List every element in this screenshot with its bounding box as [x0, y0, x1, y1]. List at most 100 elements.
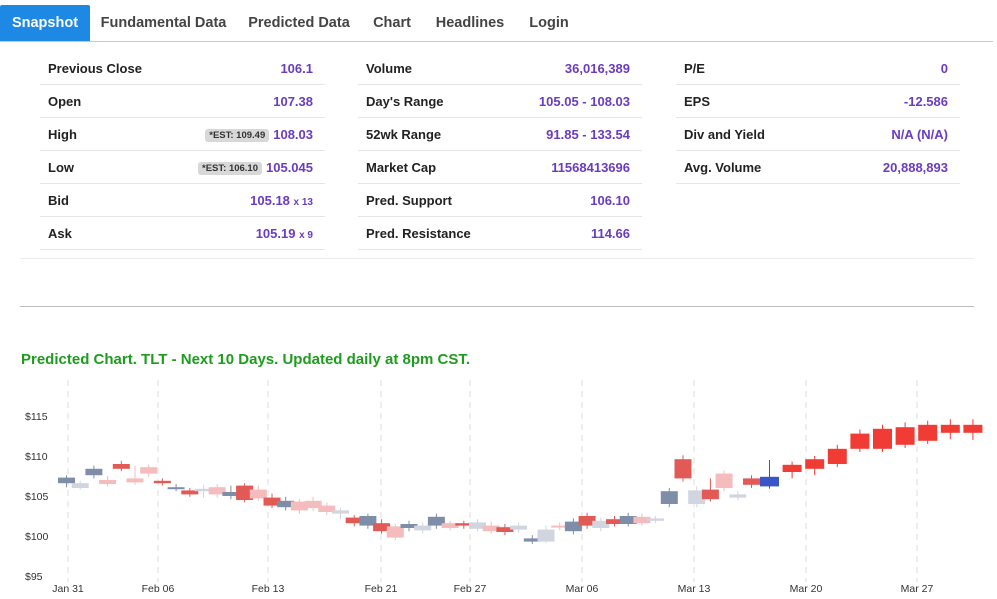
- bid-size: x 13: [293, 197, 313, 208]
- candle-body: [208, 487, 226, 495]
- high-value: 108.03: [273, 127, 313, 142]
- tab-snapshot[interactable]: Snapshot: [0, 5, 90, 41]
- days-range-value: 105.05 - 108.03: [538, 94, 630, 109]
- pe-label: P/E: [684, 61, 705, 76]
- tab-predicted-data[interactable]: Predicted Data: [248, 15, 350, 31]
- candle-body: [441, 523, 459, 528]
- candle-body: [126, 478, 144, 483]
- candle-body: [805, 459, 825, 469]
- candle-body: [743, 478, 760, 485]
- 52wk-range-label: 52wk Range: [366, 127, 442, 142]
- eps-value: -12.586: [903, 94, 948, 109]
- quote-row-days-range: Day's Range 105.05 - 108.03: [358, 85, 642, 118]
- quote-row-52wk-range: 52wk Range 91.85 - 133.54: [358, 118, 642, 151]
- candle-body: [263, 497, 281, 506]
- y-tick-label: $110: [25, 451, 48, 463]
- section-divider: [20, 306, 974, 307]
- tab-bar: Snapshot Fundamental Data Predicted Data…: [0, 0, 997, 42]
- x-tick-label: Feb 06: [142, 583, 175, 595]
- quote-row-low: Low *EST: 106.10 105.045: [40, 151, 325, 184]
- ask-size: x 9: [299, 230, 313, 241]
- candle-body: [400, 524, 418, 528]
- y-axis: $95 $100 $105 $110 $115: [25, 411, 49, 583]
- candles: [58, 419, 983, 544]
- candle-body: [701, 489, 719, 500]
- quote-row-previous-close: Previous Close 106.1: [40, 52, 325, 85]
- candle-body: [249, 489, 267, 499]
- candle-body: [181, 490, 199, 495]
- ask-value-wrap: 105.19 x 9: [256, 226, 313, 241]
- x-tick-label: Mar 20: [790, 583, 823, 595]
- tab-headlines[interactable]: Headlines: [435, 15, 505, 31]
- previous-close-label: Previous Close: [48, 61, 142, 76]
- low-value: 105.045: [266, 160, 313, 175]
- quote-row-volume: Volume 36,016,389: [358, 52, 642, 85]
- high-value-wrap: *EST: 109.49 108.03: [205, 127, 313, 143]
- days-range-label: Day's Range: [366, 94, 444, 109]
- div-yield-value: N/A (N/A): [891, 127, 948, 142]
- low-value-wrap: *EST: 106.10 105.045: [198, 160, 313, 176]
- x-axis: Jan 31 Feb 06 Feb 13 Feb 21 Feb 27 Mar 06 Mar …: [52, 583, 933, 595]
- quote-row-avg-volume: Avg. Volume 20,888,893: [676, 151, 960, 184]
- chart-title: Predicted Chart. TLT - Next 10 Days. Upd…: [21, 351, 470, 368]
- candle-body: [523, 538, 541, 542]
- candle-body: [827, 448, 847, 464]
- candle-body: [940, 424, 960, 433]
- candle-body: [195, 488, 212, 492]
- pred-support-value: 106.10: [590, 193, 630, 208]
- candle-body: [58, 477, 75, 484]
- candle-body: [167, 487, 185, 490]
- x-tick-label: Mar 06: [566, 583, 599, 595]
- candle-body: [140, 467, 158, 474]
- candle-body: [414, 525, 432, 531]
- 52wk-range-value: 91.85 - 133.54: [546, 127, 630, 142]
- y-tick-label: $115: [25, 411, 48, 423]
- candle-body: [153, 480, 171, 484]
- pred-resistance-value: 114.66: [590, 226, 630, 241]
- bid-value-wrap: 105.18 x 13: [250, 193, 313, 208]
- candle-body: [564, 521, 582, 532]
- candle-body: [290, 501, 308, 511]
- avg-volume-label: Avg. Volume: [684, 160, 762, 175]
- pred-support-label: Pred. Support: [366, 193, 452, 208]
- div-yield-label: Div and Yield: [684, 127, 765, 142]
- candle-body: [345, 517, 363, 524]
- candle-body: [963, 424, 983, 433]
- candle-body: [918, 424, 938, 441]
- candle-body: [469, 522, 486, 529]
- candle-body: [455, 523, 473, 526]
- quote-row-market-cap: Market Cap 11568413696: [358, 151, 642, 184]
- quote-row-pe: P/E 0: [676, 52, 960, 85]
- quote-row-div-yield: Div and Yield N/A (N/A): [676, 118, 960, 151]
- chart-grid: [67, 380, 918, 582]
- candle-body: [222, 492, 240, 496]
- candle-body: [578, 516, 596, 526]
- quote-row-open: Open 107.38: [40, 85, 325, 118]
- tab-chart[interactable]: Chart: [373, 15, 411, 31]
- open-label: Open: [48, 94, 82, 109]
- tab-fundamental-data[interactable]: Fundamental Data: [100, 15, 227, 31]
- candle-body: [633, 516, 651, 524]
- candle-body: [715, 473, 733, 488]
- x-tick-label: Feb 27: [454, 583, 487, 595]
- y-tick-label: $105: [25, 491, 49, 503]
- candle-body: [482, 525, 500, 532]
- candle-body: [99, 480, 117, 484]
- candle-body: [592, 520, 610, 528]
- tab-login[interactable]: Login: [529, 15, 569, 31]
- quote-row-eps: EPS -12.586: [676, 85, 960, 118]
- candle-body: [873, 428, 892, 449]
- candle-body: [647, 518, 665, 521]
- quote-row-pred-resistance: Pred. Resistance 114.66: [358, 217, 642, 250]
- candle-body: [850, 433, 870, 449]
- candle-body: [606, 519, 623, 524]
- quote-row-ask: Ask 105.19 x 9: [40, 217, 325, 250]
- bid-label: Bid: [48, 193, 69, 208]
- candle-body: [427, 516, 445, 526]
- candle-body: [688, 490, 706, 504]
- candle-body: [236, 485, 254, 500]
- candle-body: [782, 464, 802, 472]
- x-tick-label: Mar 27: [901, 583, 934, 595]
- open-value: 107.38: [273, 94, 313, 109]
- candle-body: [760, 476, 779, 487]
